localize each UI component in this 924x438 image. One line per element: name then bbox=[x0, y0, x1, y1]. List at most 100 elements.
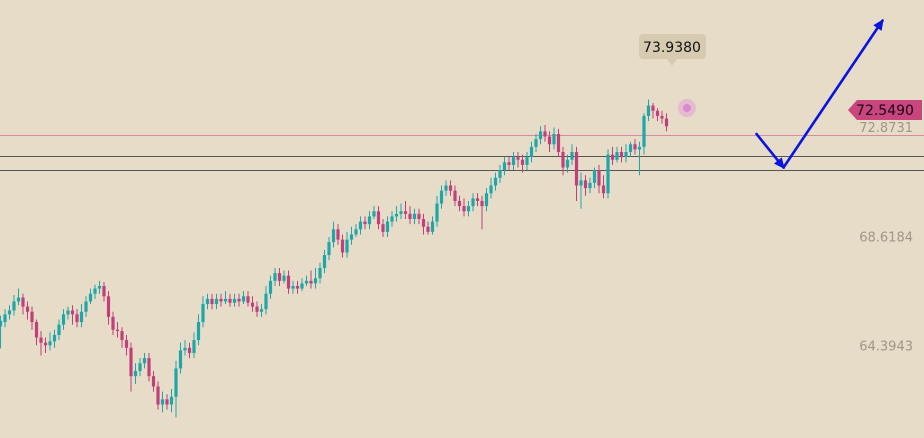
current-price-text: 72.5490 bbox=[856, 103, 914, 119]
candle bbox=[322, 249, 327, 274]
candle-body bbox=[61, 314, 66, 325]
candle bbox=[471, 193, 475, 212]
candle-body bbox=[21, 297, 25, 307]
candle bbox=[394, 206, 399, 222]
candle bbox=[106, 291, 111, 325]
candle bbox=[165, 394, 169, 410]
candle bbox=[574, 146, 579, 201]
projection-segment-1 bbox=[782, 19, 884, 169]
candle-body bbox=[273, 273, 277, 281]
candle bbox=[336, 224, 340, 245]
candle-body bbox=[88, 293, 93, 302]
candle-body bbox=[358, 221, 363, 230]
candle-body bbox=[363, 221, 367, 225]
candle bbox=[381, 219, 385, 238]
candle bbox=[538, 126, 543, 145]
candle bbox=[363, 216, 367, 230]
candle-body bbox=[268, 280, 273, 294]
candle-body bbox=[421, 219, 426, 227]
candle bbox=[34, 319, 39, 346]
candle bbox=[583, 175, 588, 196]
candle bbox=[480, 195, 484, 230]
candle-body bbox=[579, 180, 583, 186]
candle bbox=[439, 185, 444, 209]
candle-body bbox=[138, 363, 142, 372]
candle bbox=[498, 164, 502, 183]
candle bbox=[493, 172, 498, 191]
candle-body bbox=[507, 162, 511, 165]
candle-body bbox=[219, 298, 223, 302]
candle-body bbox=[169, 396, 174, 405]
candle-body bbox=[534, 139, 538, 147]
candle bbox=[192, 332, 196, 359]
candle-body bbox=[70, 310, 75, 315]
candle bbox=[525, 152, 529, 171]
candle-body bbox=[0, 320, 3, 327]
candle bbox=[318, 262, 322, 284]
candle bbox=[516, 152, 520, 168]
candle bbox=[520, 154, 525, 173]
candle-body bbox=[25, 306, 30, 312]
projection-arrowhead-0 bbox=[773, 157, 785, 170]
candle bbox=[345, 231, 349, 258]
candle-body bbox=[187, 347, 192, 353]
candle bbox=[174, 360, 178, 418]
candle-body bbox=[309, 280, 313, 284]
candle bbox=[309, 270, 313, 289]
candle-body bbox=[48, 341, 52, 346]
candle-body bbox=[444, 185, 448, 191]
candle bbox=[426, 221, 430, 235]
candle bbox=[462, 198, 466, 217]
candle-body bbox=[7, 310, 12, 315]
candle-body bbox=[385, 221, 390, 232]
candle bbox=[187, 342, 192, 359]
candle-body bbox=[165, 399, 169, 405]
candle bbox=[466, 200, 471, 217]
candle bbox=[552, 127, 556, 150]
candle bbox=[0, 315, 3, 349]
candle bbox=[178, 342, 183, 374]
candle-body bbox=[349, 234, 354, 240]
candle-body bbox=[174, 368, 178, 397]
candle bbox=[48, 332, 52, 351]
candle bbox=[120, 327, 124, 348]
candle bbox=[138, 358, 142, 377]
candle bbox=[637, 141, 642, 176]
candle bbox=[291, 280, 295, 294]
candle-body bbox=[313, 278, 318, 284]
candle bbox=[457, 195, 462, 212]
candle-body bbox=[286, 275, 291, 289]
candle-body bbox=[417, 213, 421, 219]
candle bbox=[304, 275, 309, 286]
candle bbox=[210, 293, 214, 310]
candle bbox=[534, 133, 538, 153]
candle-body bbox=[354, 229, 358, 235]
candle-body bbox=[3, 314, 7, 323]
candle-body bbox=[205, 298, 210, 305]
candle bbox=[448, 180, 453, 196]
candle-body bbox=[142, 358, 147, 364]
candle-body bbox=[210, 298, 214, 305]
candle-body bbox=[264, 293, 268, 310]
candle bbox=[300, 278, 304, 292]
candle-body bbox=[129, 347, 133, 377]
y-tick-label-1: 68.6184 bbox=[859, 231, 913, 246]
candle bbox=[156, 381, 160, 410]
candle bbox=[250, 296, 255, 312]
candle-body bbox=[367, 216, 372, 225]
candle-body bbox=[300, 283, 304, 289]
candle-body bbox=[322, 255, 327, 268]
candle-body bbox=[120, 331, 124, 341]
candle bbox=[88, 288, 93, 305]
candle bbox=[543, 124, 547, 142]
candle bbox=[624, 144, 628, 163]
candle-body bbox=[390, 216, 394, 222]
candle bbox=[327, 237, 331, 261]
candle bbox=[664, 113, 669, 132]
candle bbox=[66, 306, 70, 320]
candle-body bbox=[412, 213, 417, 219]
candle bbox=[529, 141, 534, 163]
candle-body bbox=[115, 329, 120, 332]
candle bbox=[268, 275, 273, 299]
